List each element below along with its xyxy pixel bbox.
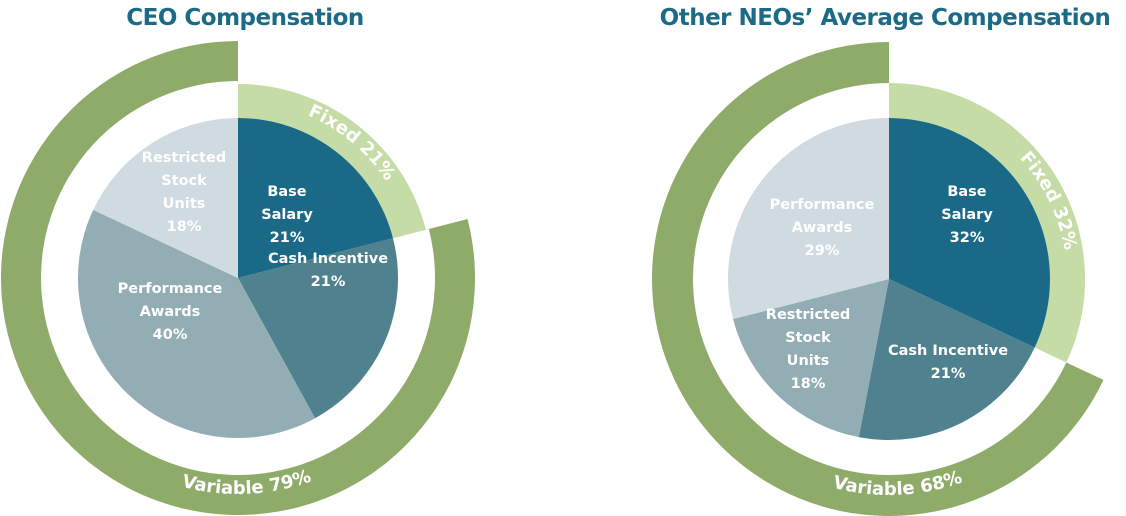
slice-label-line: Restricted (142, 150, 226, 166)
pie-slice (858, 279, 1035, 441)
slice-label-line: Salary (941, 207, 993, 223)
slice-label-line: Base (947, 184, 986, 200)
chart-title: CEO Compensation (126, 5, 364, 31)
slice-label: Base Salary 21% (261, 184, 313, 246)
slice-label-line: Awards (792, 220, 853, 236)
slice-label-line: 18% (791, 376, 826, 392)
slice-label: Cash Incentive 21% (268, 251, 388, 290)
slice-label: Restricted Stock Units 18% (142, 150, 226, 235)
fixed-ring-segment (889, 83, 1085, 363)
slice-label: Performance Awards 40% (118, 281, 223, 343)
pie-slice (889, 118, 1050, 348)
pie-slice (238, 238, 398, 419)
pie-slice (77, 209, 316, 439)
slice-label-line: 21% (270, 230, 305, 246)
pie-slice (93, 117, 239, 278)
slice-label-line: 21% (931, 366, 966, 382)
slice-label-line: Cash Incentive (888, 343, 1008, 359)
slice-label-line: Units (163, 196, 206, 212)
fixed-ring-segment (238, 84, 426, 239)
pie-slice (238, 118, 393, 278)
slice-label-line: 21% (311, 274, 346, 290)
pie-slice (733, 279, 889, 438)
slice-label-line: Performance (770, 197, 875, 213)
slice-label-line: 18% (167, 219, 202, 235)
slice-label: Cash Incentive 21% (888, 343, 1008, 382)
chart-title: Other NEOs’ Average Compensation (660, 5, 1111, 31)
slice-label-line: Awards (140, 304, 201, 320)
slice-label-line: Performance (118, 281, 223, 297)
slice-label-line: Units (787, 353, 830, 369)
slice-label-line: 40% (153, 327, 188, 343)
neo-chart: Other NEOs’ Average Compensation Base Sala… (651, 5, 1111, 516)
slice-label: Base Salary 32% (941, 184, 993, 246)
slice-label-line: Base (267, 184, 306, 200)
slice-label-line: Stock (785, 330, 831, 346)
slice-label-line: Stock (161, 173, 207, 189)
slice-label: Restricted Stock Units 18% (766, 307, 850, 392)
slice-label: Performance Awards 29% (770, 197, 875, 259)
slice-label-line: Restricted (766, 307, 850, 323)
slice-label-line: Cash Incentive (268, 251, 388, 267)
slice-label-line: Salary (261, 207, 313, 223)
slice-label-line: 29% (805, 243, 840, 259)
slice-label-line: 32% (950, 230, 985, 246)
pie-slice (728, 118, 889, 320)
